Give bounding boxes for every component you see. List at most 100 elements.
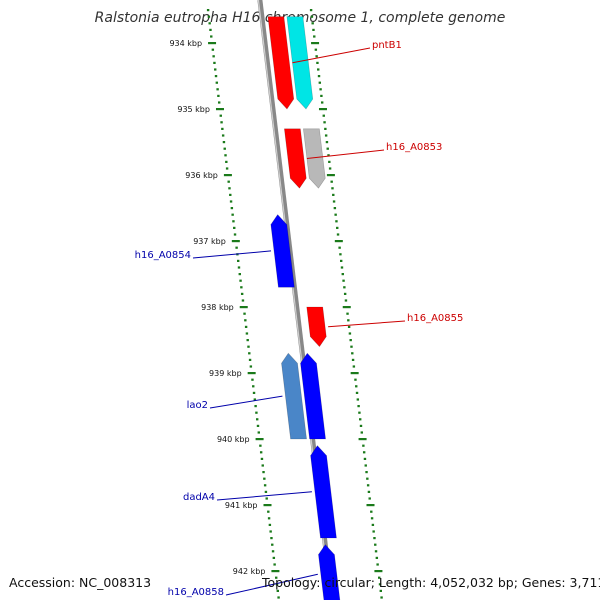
minor-tick [214,68,217,71]
minor-tick [222,141,226,144]
gene-label-h16_A0853[interactable]: h16_A0853 [386,142,442,153]
minor-tick [233,233,237,236]
tick-label: 938 kbp [201,303,234,312]
minor-tick [243,312,246,315]
major-tick [247,372,256,375]
gene-label-pntB1[interactable]: pntB1 [372,40,402,51]
minor-tick [366,484,370,487]
minor-tick [319,88,322,91]
major-tick [223,174,232,177]
minor-tick [267,517,271,520]
tick-label: 942 kbp [233,567,266,576]
minor-tick [335,220,338,223]
minor-tick [324,134,328,137]
minor-tick [251,378,254,381]
gene-arrow-h16_A0858[interactable] [318,544,341,600]
minor-tick [229,200,233,203]
minor-tick [275,576,278,579]
gene-label-h16_A0858[interactable]: h16_A0858 [168,587,224,598]
minor-tick [249,365,253,368]
minor-tick [263,477,266,480]
gene-label-lao2[interactable]: lao2 [187,400,208,411]
minor-tick [225,167,229,170]
major-tick [271,570,280,573]
gene-arrow-h16_A0853[interactable] [284,128,307,189]
minor-tick [261,464,264,467]
gene-label-h16_A0855[interactable]: h16_A0855 [407,313,463,324]
minor-tick [231,213,234,216]
minor-tick [355,385,358,388]
minor-tick [373,537,376,540]
minor-tick [241,299,245,302]
minor-tick [348,332,352,335]
minor-tick [211,48,215,51]
gene-arrow-lao2[interactable] [281,352,307,440]
minor-tick [366,477,369,480]
minor-tick [357,405,360,408]
minor-tick [318,81,322,84]
gene-arrow-h16_A0854[interactable] [270,214,295,288]
minor-tick [368,497,371,500]
tick-label: 935 kbp [177,105,210,114]
major-tick [208,42,217,45]
minor-tick [248,352,251,355]
tick-label: 941 kbp [225,501,258,510]
minor-tick [267,510,270,513]
minor-tick [316,61,319,64]
minor-tick [257,431,260,434]
major-tick [231,240,240,243]
minor-tick [210,35,213,38]
minor-tick [212,55,215,58]
gene-labels: pntB1 h16_A0853 h16_A0854 h16_A0855 lao2 dadA… [135,40,464,598]
minor-tick [375,556,379,559]
major-tick [311,42,320,45]
gene-arrow-lao2-blue[interactable] [300,352,326,440]
gene-label-dadA4[interactable]: dadA4 [183,492,215,503]
minor-tick [256,424,260,427]
minor-tick [379,589,382,592]
minor-tick [255,411,258,414]
minor-tick [235,246,238,249]
minor-tick [325,141,329,144]
minor-tick [374,550,378,553]
major-tick [366,504,375,507]
accession-label: Accession: NC_008313 [9,575,152,590]
major-tick [318,108,327,111]
minor-tick [324,127,327,130]
minor-tick [245,332,249,335]
minor-tick [367,490,371,493]
minor-tick [277,596,280,599]
minor-tick [244,325,248,328]
minor-tick [346,312,349,315]
gene-arrow-h16_A0855[interactable] [306,306,327,348]
minor-tick [228,187,231,190]
gene-label-h16_A0854[interactable]: h16_A0854 [135,250,191,261]
inner-tick-track [206,9,280,599]
gene-arrow-pntB1-cyan[interactable] [286,16,314,110]
minor-tick [364,464,367,467]
minor-tick [358,411,361,414]
minor-tick [259,451,263,454]
minor-tick [314,48,318,51]
gene-leader-line [306,149,385,159]
minor-tick [262,471,265,474]
gene-arrow-h16_A0853-gray[interactable] [303,128,326,189]
minor-tick [370,517,374,520]
minor-tick [252,385,255,388]
gene-leader-line [216,491,312,501]
gene-arrow-pntB1[interactable] [267,16,295,110]
gene-leader-line [292,47,371,64]
minor-tick [343,286,346,289]
minor-tick [215,81,219,84]
gene-arrow-dadA4[interactable] [310,445,337,539]
minor-tick [374,543,377,546]
minor-tick [272,556,276,559]
minor-tick [322,114,325,117]
minor-tick [254,405,257,408]
minor-tick [268,523,272,526]
minor-tick [365,471,368,474]
minor-tick [263,484,267,487]
gene-features [267,16,341,600]
tick-labels: 934 kbp 935 kbp 936 kbp 937 kbp 938 kbp 939 k… [169,39,265,576]
minor-tick [332,200,336,203]
